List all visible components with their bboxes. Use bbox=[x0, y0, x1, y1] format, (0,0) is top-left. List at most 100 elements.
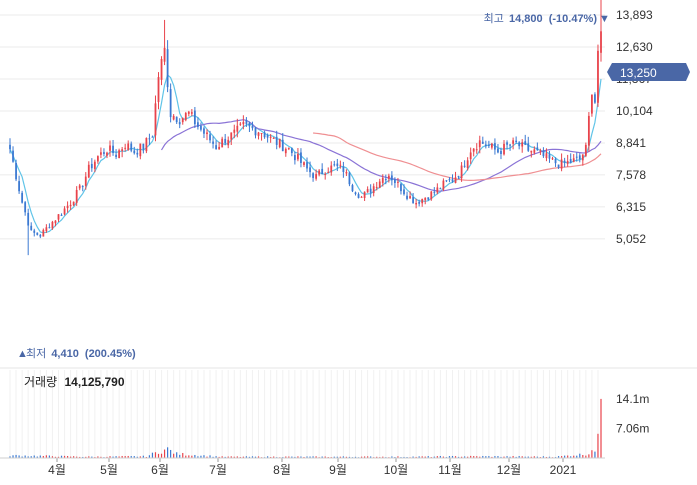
volume-bar bbox=[18, 455, 20, 458]
volume-bar bbox=[124, 456, 126, 458]
candle-body bbox=[157, 77, 160, 103]
volume-bar bbox=[57, 456, 60, 458]
x-axis-ticks: 4월 5월 6월 7월 8월 9월 10월 11월 12월 2021 bbox=[0, 457, 605, 477]
candle-body bbox=[333, 164, 336, 166]
volume-bar bbox=[300, 456, 302, 458]
candle-body bbox=[587, 115, 590, 146]
volume-bar bbox=[188, 455, 190, 458]
x-tick-label: 8월 bbox=[273, 463, 291, 477]
candle-body bbox=[369, 188, 372, 193]
x-tick-label: 10월 bbox=[384, 463, 408, 477]
volume-bar bbox=[324, 456, 326, 458]
volume-bar bbox=[339, 456, 341, 458]
candle-body bbox=[109, 145, 111, 151]
candle-body bbox=[90, 163, 93, 169]
volume-bar bbox=[509, 456, 511, 458]
candle-body bbox=[394, 179, 396, 184]
volume-bar bbox=[454, 456, 457, 458]
candle-body bbox=[336, 163, 339, 167]
volume-bar bbox=[524, 456, 526, 458]
volume-bar bbox=[576, 455, 578, 458]
candle-body bbox=[272, 137, 275, 139]
volume-bar bbox=[321, 456, 323, 458]
volume-bar bbox=[212, 456, 214, 458]
candle-body bbox=[575, 156, 578, 158]
volume-bar bbox=[36, 456, 38, 458]
candle-body bbox=[206, 132, 208, 135]
volume-bar bbox=[157, 453, 160, 458]
candle-body bbox=[84, 176, 87, 186]
candle-body bbox=[403, 189, 405, 195]
high-marker-change: (-10.47%) bbox=[549, 13, 598, 25]
y-tick-label: 8,841 bbox=[616, 136, 646, 150]
volume-bar bbox=[194, 454, 196, 458]
candle-body bbox=[257, 132, 260, 136]
candle-body bbox=[254, 127, 257, 136]
candle-body bbox=[124, 147, 127, 149]
volume-bar bbox=[436, 456, 438, 458]
candle-body bbox=[351, 185, 354, 192]
volume-bar bbox=[257, 456, 260, 458]
candle-body bbox=[275, 136, 278, 145]
candle-body bbox=[448, 179, 451, 181]
candle-body bbox=[509, 144, 511, 146]
candle-body bbox=[427, 197, 430, 200]
candle-body bbox=[18, 181, 20, 192]
candle-body bbox=[503, 143, 505, 155]
volume-bar bbox=[39, 455, 41, 458]
candle-layer bbox=[9, 0, 602, 256]
volume-bar bbox=[106, 456, 108, 458]
volume-bar bbox=[303, 456, 305, 458]
candle-body bbox=[506, 142, 508, 145]
candle-body bbox=[63, 208, 66, 215]
volume-bar bbox=[82, 456, 84, 458]
candle-body bbox=[160, 59, 163, 80]
volume-bar bbox=[427, 456, 429, 458]
svg-text:최저 4,410 (200.: 최저 4,410 (200.45%) bbox=[26, 347, 136, 360]
volume-bar bbox=[51, 456, 54, 458]
candle-body bbox=[436, 187, 439, 193]
candle-body bbox=[57, 214, 60, 220]
candle-body bbox=[96, 156, 99, 162]
x-tick-label: 9월 bbox=[329, 463, 347, 477]
candle-body bbox=[318, 170, 321, 175]
candle-body bbox=[457, 176, 460, 178]
candle-body bbox=[212, 141, 214, 144]
low-marker-value: 4,410 bbox=[51, 348, 79, 360]
volume-bar bbox=[33, 455, 35, 458]
volume-bar bbox=[473, 456, 475, 458]
candle-body bbox=[521, 142, 524, 147]
candle-body bbox=[190, 112, 193, 114]
candle-body bbox=[551, 158, 554, 160]
candle-body bbox=[233, 129, 236, 133]
candle-body bbox=[118, 150, 121, 159]
volume-bar bbox=[127, 455, 129, 458]
x-tick-label: 11월 bbox=[438, 463, 462, 477]
volume-bar bbox=[542, 456, 545, 458]
candle-body bbox=[312, 173, 314, 178]
volume-bar bbox=[291, 456, 293, 458]
x-tick-label: 2021 bbox=[550, 463, 577, 477]
candle-body bbox=[242, 121, 245, 125]
volume-bar bbox=[518, 456, 520, 458]
volume-bar bbox=[48, 455, 50, 458]
volume-bar bbox=[382, 456, 384, 458]
volume-bar bbox=[312, 456, 314, 458]
candle-body bbox=[572, 158, 575, 162]
volume-bar bbox=[415, 456, 417, 458]
volume-bar bbox=[476, 456, 478, 458]
candle-body bbox=[524, 141, 527, 145]
volume-bar bbox=[170, 449, 172, 458]
volume-bar bbox=[548, 456, 551, 458]
volume-bar bbox=[45, 455, 47, 458]
volume-bar bbox=[9, 456, 11, 458]
candle-body bbox=[512, 140, 515, 144]
candle-body bbox=[221, 138, 224, 148]
low-marker-change: (200.45%) bbox=[85, 348, 136, 360]
volume-bar bbox=[403, 456, 405, 458]
candle-body bbox=[148, 138, 151, 140]
volume-bar bbox=[433, 456, 435, 458]
volume-bar bbox=[167, 447, 169, 458]
candle-body bbox=[112, 145, 114, 154]
ma-short-line bbox=[9, 73, 602, 234]
